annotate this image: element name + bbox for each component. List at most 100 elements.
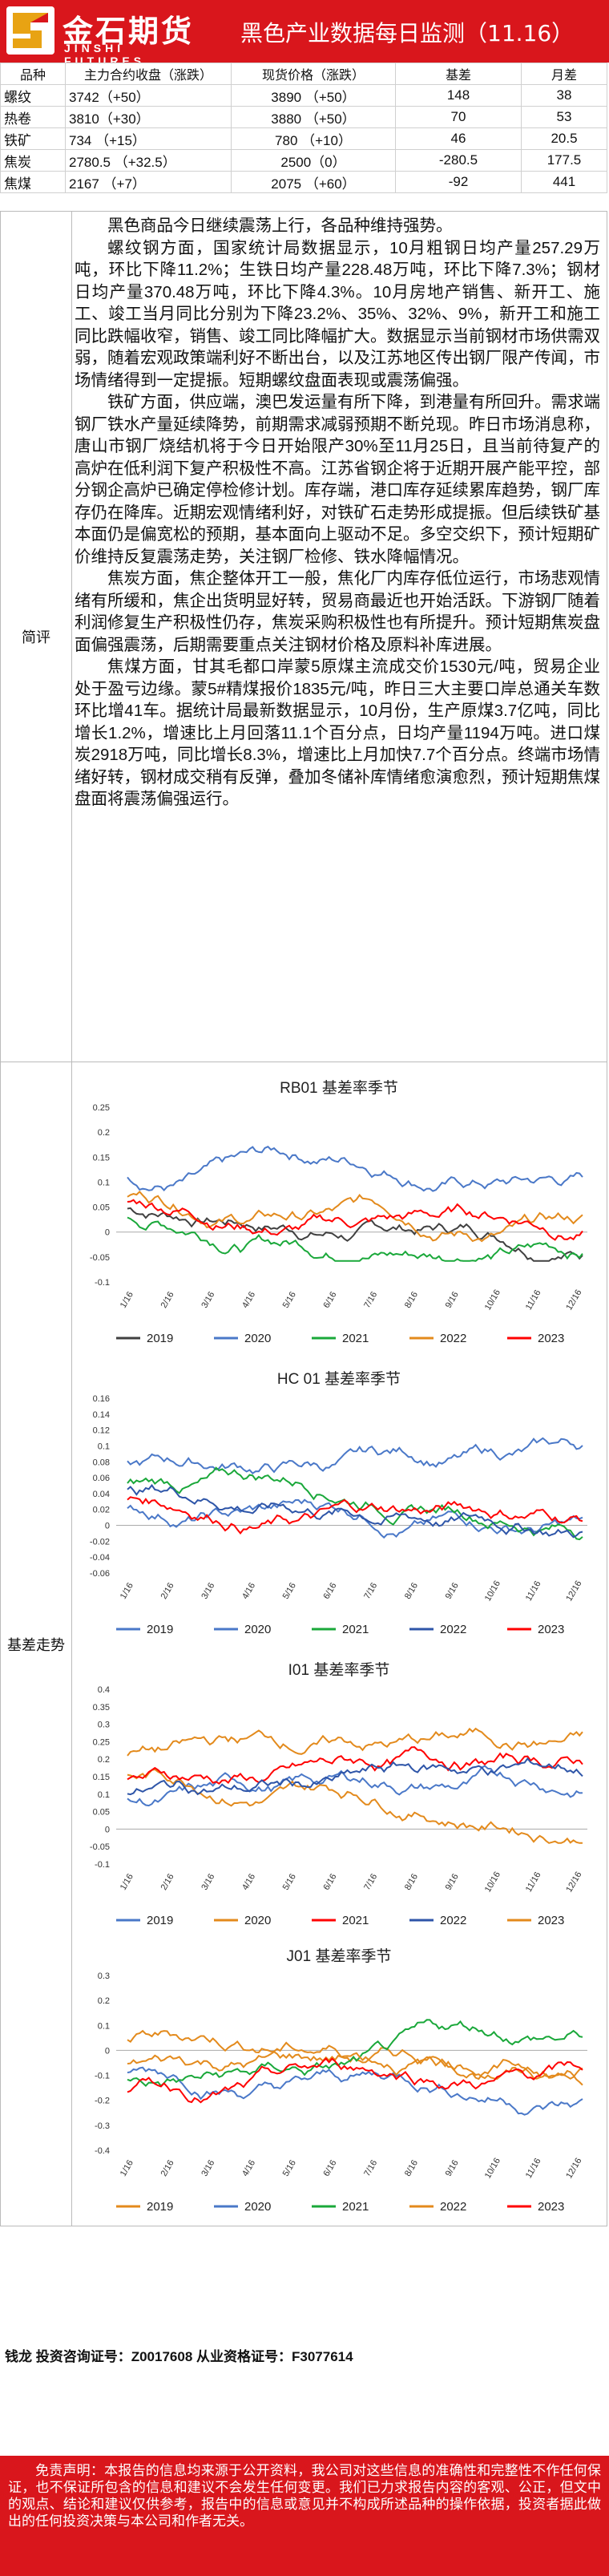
x-tick-label: 7/16 [362, 1872, 379, 1892]
spot-price: 3880 （+50） [231, 106, 396, 128]
x-tick-label: 5/16 [281, 1581, 298, 1601]
brand-name-cn: 金石期货 [63, 14, 195, 49]
series-line-2019 [127, 1437, 583, 1475]
chart-title: RB01 基差率季节 [280, 1079, 398, 1097]
series-line-2020 [127, 1498, 583, 1539]
column-header-close: 主力合约收盘（涨跌） [65, 63, 232, 85]
x-tick-label: 12/16 [564, 1870, 583, 1895]
spot-price: 780 （+10） [231, 127, 396, 150]
logo-mark-icon [6, 6, 54, 55]
series-line-2020 [127, 1768, 583, 1844]
y-tick-label: 0.4 [98, 1685, 110, 1695]
variety-name: 焦煤 [0, 171, 66, 193]
series-line-2023 [127, 1496, 583, 1535]
y-tick-label: -0.3 [95, 2121, 110, 2131]
y-tick-label: 0.14 [93, 1410, 110, 1420]
x-tick-label: 4/16 [240, 1581, 257, 1601]
close-price: 2780.5 （+32.5） [65, 149, 232, 172]
variety-name: 铁矿 [0, 127, 66, 150]
series-line-2019 [127, 1765, 583, 1807]
close-price: 2167 （+7） [65, 171, 232, 193]
y-tick-label: -0.04 [90, 1553, 110, 1563]
series-line-2023 [127, 1727, 583, 1757]
series-line-2019 [127, 1207, 583, 1262]
legend-label: 2022 [440, 1623, 466, 1636]
series-line-2021 [127, 1216, 583, 1262]
y-tick-label: 0.2 [98, 1996, 110, 2006]
y-tick-label: 0.05 [93, 1203, 110, 1213]
report-title: 黑色产业数据每日监测（11.16） [240, 20, 575, 47]
table-row: 铁矿 734 （+15） 780 （+10） 46 20.5 [0, 127, 607, 150]
x-tick-label: 3/16 [200, 1872, 216, 1892]
x-tick-label: 9/16 [444, 1290, 461, 1310]
commentary-paragraph: 焦炭方面，焦企整体开工一般，焦化厂内库存低位运行，市场悲观情绪有所缓和，焦企出货… [75, 569, 600, 654]
spot-price: 2500（0） [231, 149, 396, 172]
series-line-2021 [127, 1466, 583, 1541]
x-tick-label: 1/16 [119, 1290, 135, 1310]
chart-title: HC 01 基差率季节 [277, 1370, 401, 1388]
x-tick-label: 12/16 [564, 1288, 583, 1312]
y-tick-label: 0.2 [98, 1128, 110, 1138]
legend-label: 2022 [440, 1332, 466, 1345]
y-tick-label: 0.02 [93, 1506, 110, 1515]
x-tick-label: 5/16 [281, 2158, 298, 2178]
x-tick-label: 8/16 [403, 1290, 420, 1310]
x-tick-label: 6/16 [321, 1581, 338, 1601]
y-tick-label: -0.2 [95, 2097, 110, 2106]
y-tick-label: 0.3 [98, 1971, 110, 1981]
spread-value: 20.5 [521, 127, 607, 150]
table-row: 热卷 3810（+30） 3880 （+50） 70 53 [0, 106, 607, 128]
column-header-spread: 月差 [521, 63, 607, 85]
y-tick-label: 0 [105, 1522, 110, 1531]
x-tick-label: 8/16 [403, 1581, 420, 1601]
chart-title: J01 基差率季节 [287, 1947, 392, 1965]
x-tick-label: 5/16 [281, 1872, 298, 1892]
x-tick-label: 2/16 [159, 1872, 176, 1892]
y-tick-label: 0.06 [93, 1474, 110, 1483]
x-tick-label: 6/16 [321, 1290, 338, 1310]
legend-label: 2022 [440, 2200, 466, 2214]
column-header-variety: 品种 [0, 63, 66, 85]
series-line-2022 [127, 1757, 583, 1796]
x-tick-label: 7/16 [362, 1581, 379, 1601]
x-tick-label: 11/16 [524, 1579, 543, 1603]
report-header: 金石期货 JINSHI FUTURES 黑色产业数据每日监测（11.16） [0, 0, 609, 67]
x-tick-label: 7/16 [362, 1290, 379, 1310]
y-tick-label: -0.06 [90, 1569, 110, 1579]
legend-label: 2021 [342, 1914, 369, 1927]
commentary-paragraph: 螺纹钢方面，国家统计局数据显示，10月粗钢日均产量257.29万吨，环比下降11… [75, 238, 600, 390]
chart-i01: I01 基差率季节 0.4 0.35 0.3 0.25 0.2 0.15 0.1 0.05 0 -0… [75, 1654, 603, 1936]
y-tick-label: -0.05 [90, 1842, 110, 1852]
series-line-2023 [127, 1199, 583, 1241]
commentary-paragraph: 焦煤方面，甘其毛都口岸蒙5原煤主流成交价1530元/吨，贸易企业处于盈亏边缘。蒙… [75, 657, 600, 808]
y-tick-label: 0.1 [98, 1178, 110, 1187]
x-tick-label: 10/16 [483, 1870, 502, 1895]
x-tick-label: 4/16 [240, 2158, 257, 2178]
y-tick-label: 0.25 [93, 1737, 110, 1747]
chart-hc01: HC 01 基差率季节 0.16 0.14 0.12 0.1 0.08 0.06 0.04 0.… [75, 1363, 603, 1645]
x-tick-label: 5/16 [281, 1290, 298, 1310]
y-tick-label: -0.05 [90, 1253, 110, 1263]
series-line-2020 [127, 2066, 583, 2116]
basis-trend-label: 基差走势 [1, 1062, 72, 2226]
legend-label: 2019 [147, 1332, 173, 1345]
basis-value: 70 [395, 106, 522, 128]
close-price: 3810（+30） [65, 106, 232, 128]
legend-label: 2022 [440, 1914, 466, 1927]
disclaimer: 免责声明：本报告的信息均来源于公开资料，我公司对这些信息的准确性和完整性不作任何… [0, 2456, 609, 2576]
y-tick-label: 0 [105, 1228, 110, 1238]
y-tick-label: 0 [105, 1825, 110, 1834]
spot-price: 2075 （+60） [231, 171, 396, 193]
y-tick-label: 0.1 [98, 2021, 110, 2031]
close-price: 734 （+15） [65, 127, 232, 150]
chart-rb01: RB01 基差率季节 0.25 0.2 0.15 0.1 0.05 0 -0.05 -0.1 1/… [75, 1072, 603, 1354]
x-tick-label: 4/16 [240, 1290, 257, 1310]
x-tick-label: 11/16 [524, 2157, 543, 2180]
x-tick-label: 1/16 [119, 1581, 135, 1601]
chart-j01: J01 基差率季节 0.3 0.2 0.1 0 -0.1 -0.2 -0.3 -0.4 1/16 2… [75, 1940, 603, 2222]
spread-value: 38 [521, 84, 607, 107]
series-line-2022 [127, 1483, 583, 1539]
x-tick-label: 9/16 [444, 2158, 461, 2178]
spread-value: 53 [521, 106, 607, 128]
basis-value: 46 [395, 127, 522, 150]
